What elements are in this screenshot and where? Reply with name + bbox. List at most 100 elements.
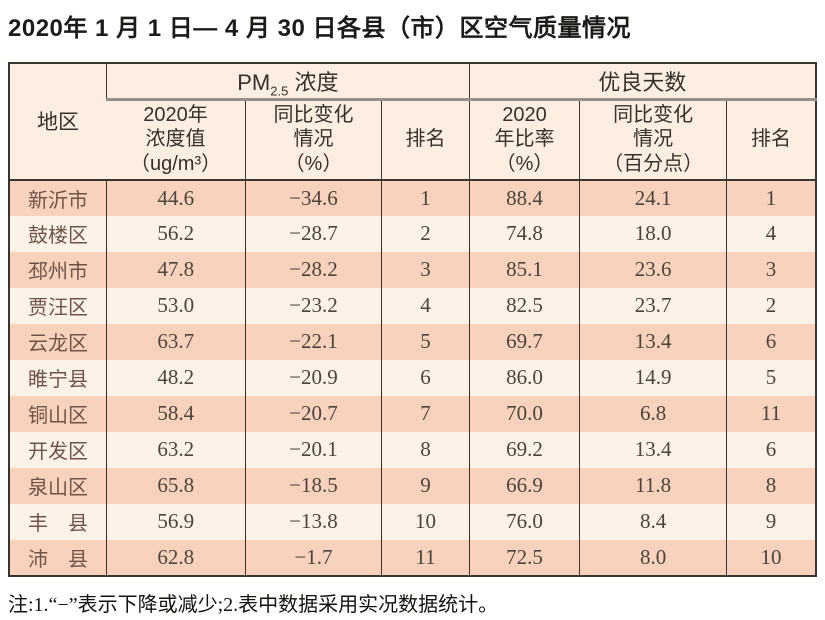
good-change-header: 同比变化 情况 （百分点）	[579, 99, 727, 181]
pm-change-cell: −28.2	[244, 251, 382, 288]
pm-rank-cell: 4	[381, 287, 470, 324]
pm-value-cell: 63.7	[105, 323, 246, 360]
table-row: 贾汪区 53.0 −23.2 4 82.5 23.7 2	[9, 287, 816, 324]
good-days-group-header: 优良天数	[468, 63, 816, 101]
footnote: 注:1.“−”表示下降或减少;2.表中数据采用实况数据统计。	[8, 594, 499, 616]
pm-concentration-label: 浓度	[288, 69, 339, 95]
good-change-cell: 13.4	[579, 431, 727, 468]
pm-value-cell: 58.4	[105, 395, 246, 432]
pm-change-cell: −22.1	[244, 323, 382, 360]
region-cell: 新沂市	[27, 189, 88, 212]
good-change-cell: 13.4	[579, 323, 727, 360]
good-rank-cell: 9	[725, 503, 816, 540]
header-line: （ug/m³）	[129, 153, 222, 176]
good-rate-cell: 66.9	[468, 467, 580, 504]
pm-rank-cell: 2	[381, 215, 470, 252]
header-line: （%）	[495, 153, 554, 176]
table-row: 睢宁县 48.2 −20.9 6 86.0 14.9 5	[9, 359, 816, 396]
pm-rank-header: 排名	[381, 99, 470, 181]
pm-rank-cell: 1	[381, 179, 470, 216]
good-rank-cell: 5	[725, 359, 816, 396]
region-cell: 铜山区	[27, 405, 88, 428]
good-rank-cell: 2	[725, 287, 816, 324]
header-line: （百分点）	[603, 153, 704, 176]
pm-value-cell: 53.0	[105, 287, 246, 324]
region-cell: 贾汪区	[27, 297, 88, 320]
pm-value-cell: 56.9	[105, 503, 246, 540]
good-rate-cell: 86.0	[468, 359, 580, 396]
good-rank-header: 排名	[725, 99, 816, 181]
pm-label: PM	[237, 69, 271, 95]
good-change-cell: 11.8	[579, 467, 727, 504]
pm-rank-cell: 11	[381, 539, 470, 576]
pm25-group-header: PM2.5 浓度	[105, 63, 470, 101]
good-rank-cell: 6	[725, 323, 816, 360]
good-change-cell: 24.1	[579, 179, 727, 216]
pm-change-cell: −13.8	[244, 503, 382, 540]
header-line: 年比率	[494, 128, 555, 151]
region-cell: 丰 县	[27, 513, 88, 536]
table-row: 泉山区 65.8 −18.5 9 66.9 11.8 8	[9, 467, 816, 504]
region-cell: 云龙区	[27, 333, 88, 356]
header-line: 情况	[633, 128, 674, 151]
good-rank-cell: 8	[725, 467, 816, 504]
header-line: 同比变化	[613, 103, 694, 126]
pm-subscript: 2.5	[270, 83, 289, 99]
pm-change-cell: −23.2	[244, 287, 382, 324]
page-title: 2020年 1 月 1 日— 4 月 30 日各县（市）区空气质量情况	[8, 15, 631, 42]
table-row: 铜山区 58.4 −20.7 7 70.0 6.8 11	[9, 395, 816, 432]
good-rate-header: 2020 年比率 （%）	[468, 99, 580, 181]
table-row: 云龙区 63.7 −22.1 5 69.7 13.4 6	[9, 323, 816, 360]
pm-rank-cell: 10	[381, 503, 470, 540]
pm-value-cell: 56.2	[105, 215, 246, 252]
good-change-cell: 8.4	[579, 503, 727, 540]
table-row: 沛 县 62.8 −1.7 11 72.5 8.0 10	[9, 539, 816, 576]
good-change-cell: 14.9	[579, 359, 727, 396]
region-cell: 睢宁县	[27, 369, 88, 392]
table-row: 新沂市 44.6 −34.6 1 88.4 24.1 1	[9, 179, 816, 216]
header-line: （%）	[284, 153, 343, 176]
region-cell: 沛 县	[27, 548, 88, 571]
pm-rank-cell: 5	[381, 323, 470, 360]
good-rate-cell: 82.5	[468, 287, 580, 324]
good-rank-cell: 6	[725, 431, 816, 468]
good-rank-cell: 4	[725, 215, 816, 252]
header-line: 2020年	[143, 103, 208, 126]
table-row: 丰 县 56.9 −13.8 10 76.0 8.4 9	[9, 503, 816, 540]
table-row: 鼓楼区 56.2 −28.7 2 74.8 18.0 4	[9, 215, 816, 252]
header-line: 情况	[293, 128, 334, 151]
pm-rank-cell: 7	[381, 395, 470, 432]
region-cell: 鼓楼区	[27, 225, 88, 248]
pm-value-cell: 48.2	[105, 359, 246, 396]
pm-change-cell: −20.7	[244, 395, 382, 432]
pm-value-header: 2020年 浓度值 （ug/m³）	[106, 99, 246, 181]
pm-value-cell: 62.8	[105, 539, 246, 576]
pm-value-cell: 63.2	[105, 431, 246, 468]
pm-change-header: 同比变化 情况 （%）	[244, 99, 382, 181]
pm-value-cell: 65.8	[105, 467, 246, 504]
good-rate-cell: 69.7	[468, 323, 580, 360]
good-rate-cell: 85.1	[468, 251, 580, 288]
pm-change-cell: −34.6	[244, 179, 382, 216]
header-line: 排名	[750, 128, 791, 151]
region-cell: 泉山区	[27, 477, 88, 500]
air-quality-table: 地区 PM2.5 浓度 优良天数 2020年 浓度值 （ug/m³） 同比变化 …	[8, 62, 817, 577]
good-change-cell: 18.0	[579, 215, 727, 252]
good-rate-cell: 69.2	[468, 431, 580, 468]
good-rank-cell: 11	[725, 395, 816, 432]
header-group-row: 地区 PM2.5 浓度 优良天数	[9, 63, 816, 181]
region-column-header: 地区	[9, 63, 107, 181]
header-line: 浓度值	[145, 128, 206, 151]
pm-rank-cell: 3	[381, 251, 470, 288]
pm-change-cell: −20.1	[244, 431, 382, 468]
header-sub-row: 2020年 浓度值 （ug/m³） 同比变化 情况 （%） 排名 2020 年比…	[9, 99, 816, 181]
pm-rank-cell: 9	[381, 467, 470, 504]
good-rate-cell: 76.0	[468, 503, 580, 540]
good-change-cell: 23.7	[579, 287, 727, 324]
header-line: 同比变化	[273, 103, 354, 126]
table-row: 邳州市 47.8 −28.2 3 85.1 23.6 3	[9, 251, 816, 288]
pm-rank-cell: 6	[381, 359, 470, 396]
header-line: 排名	[405, 128, 446, 151]
table-row: 开发区 63.2 −20.1 8 69.2 13.4 6	[9, 431, 816, 468]
